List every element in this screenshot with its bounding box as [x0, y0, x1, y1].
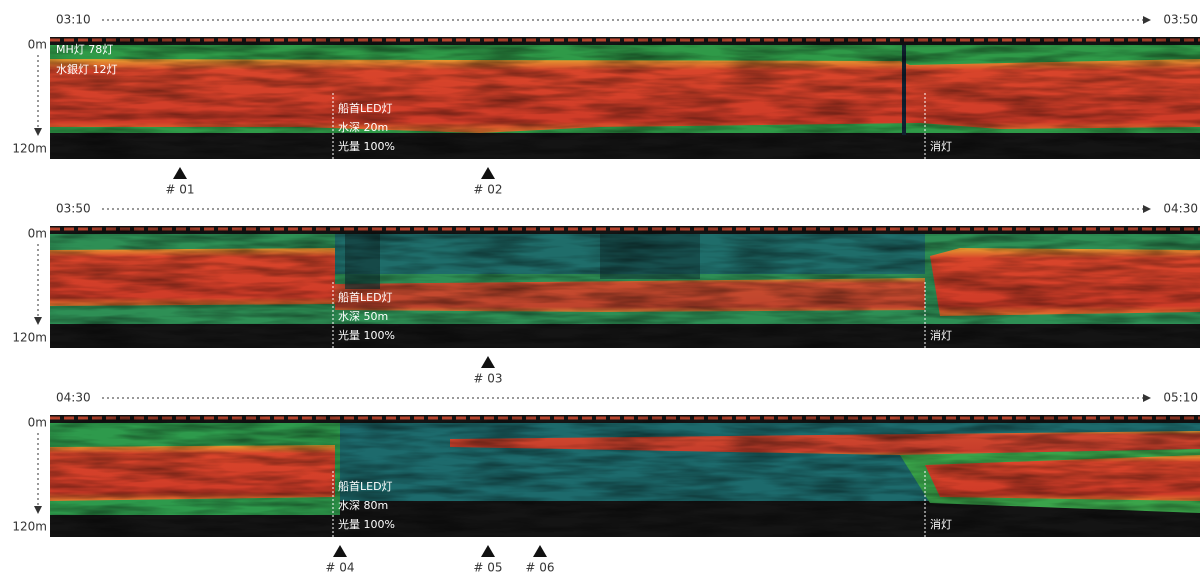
lamp-label: MH灯 78灯 [56, 43, 113, 56]
event-triangle [481, 545, 495, 557]
end-time: 05:10 [1163, 391, 1198, 405]
led-note: 船首LED灯 [338, 479, 393, 493]
off-label: 消灯 [930, 517, 952, 531]
depth-bottom: 120m [12, 520, 47, 534]
start-time: 04:30 [56, 391, 91, 405]
event-label: # 04 [325, 561, 354, 573]
led-note: 水深 50m [338, 310, 388, 323]
event-label: # 05 [473, 561, 502, 573]
end-time: 03:50 [1163, 13, 1198, 27]
depth-bottom: 120m [12, 142, 47, 156]
event-triangle [481, 356, 495, 368]
echogram-texture [50, 37, 1200, 159]
echogram-texture [50, 226, 1200, 348]
event-triangle [533, 545, 547, 557]
depth-top: 0m [28, 38, 47, 52]
led-note: 光量 100% [338, 328, 395, 342]
start-time: 03:10 [56, 13, 91, 27]
echogram-texture [50, 415, 1200, 537]
led-note: 光量 100% [338, 139, 395, 153]
event-label: # 03 [473, 372, 502, 386]
led-note: 水深 20m [338, 121, 388, 134]
depth-bottom: 120m [12, 331, 47, 345]
end-time: 04:30 [1163, 202, 1198, 216]
led-note: 船首LED灯 [338, 290, 393, 304]
event-triangle [481, 167, 495, 179]
echogram [50, 226, 1200, 348]
led-note: 光量 100% [338, 517, 395, 531]
led-note: 水深 80m [338, 499, 388, 512]
echogram [50, 415, 1200, 537]
off-label: 消灯 [930, 328, 952, 342]
event-triangle [173, 167, 187, 179]
off-label: 消灯 [930, 139, 952, 153]
echogram [50, 37, 1200, 159]
event-triangle [333, 545, 347, 557]
event-label: # 02 [473, 183, 502, 197]
depth-top: 0m [28, 227, 47, 241]
lamp-label: 水銀灯 12灯 [56, 62, 118, 76]
event-label: # 01 [165, 183, 194, 197]
depth-top: 0m [28, 416, 47, 430]
start-time: 03:50 [56, 202, 91, 216]
led-note: 船首LED灯 [338, 101, 393, 115]
event-label: # 06 [525, 561, 554, 573]
